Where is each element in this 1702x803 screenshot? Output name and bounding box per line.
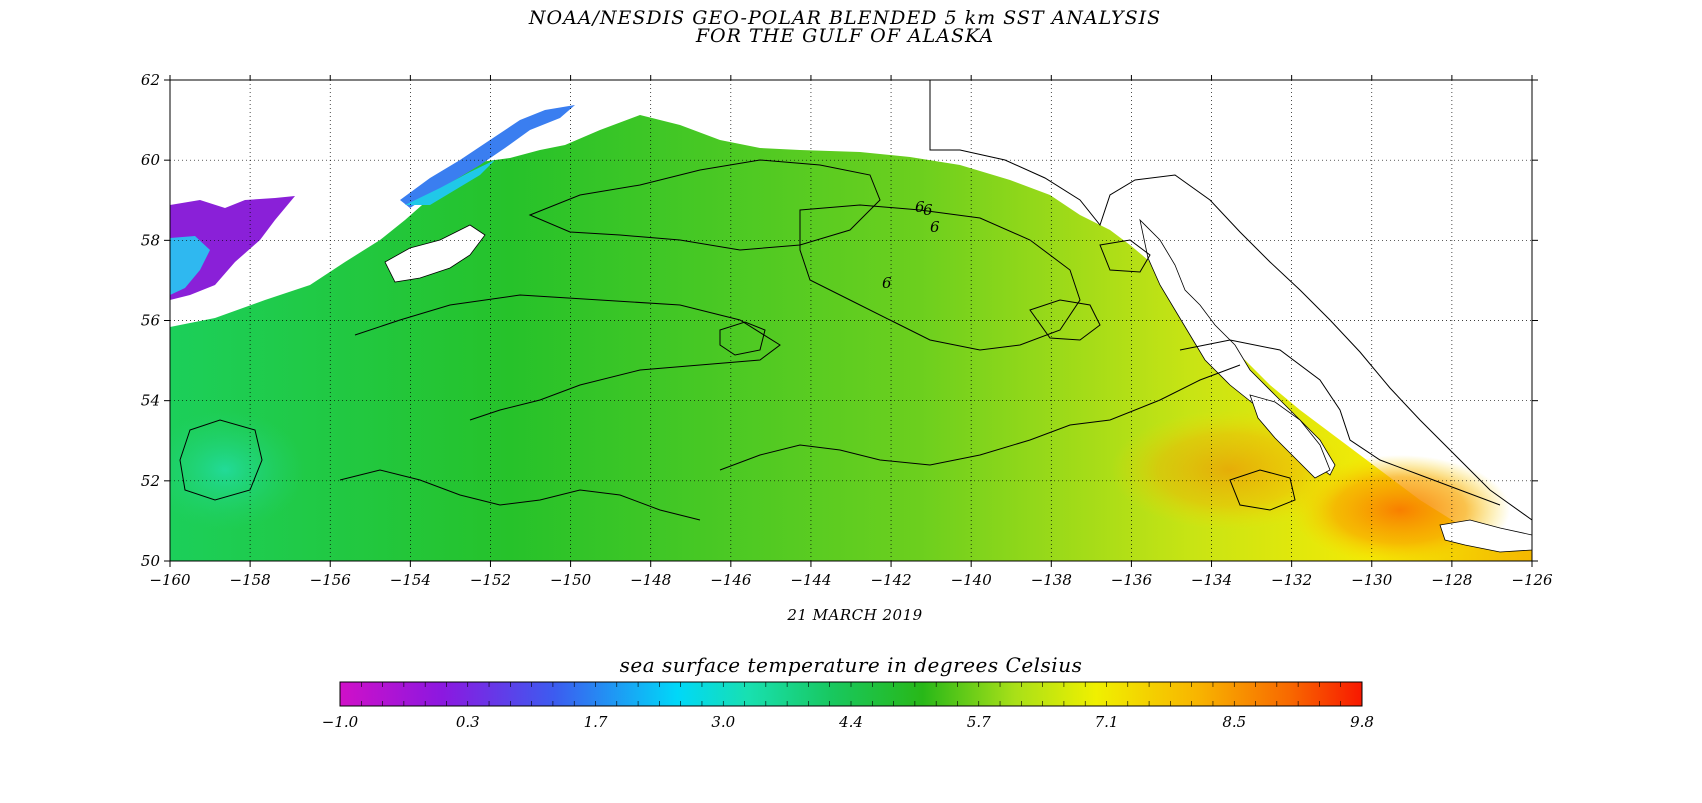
colorbar-tick-label: 9.8 [1350, 713, 1374, 731]
y-tick-label: 52 [141, 472, 160, 490]
bristol-bay-cyan [170, 236, 210, 295]
contour-labels: 6 6 6 6 [882, 198, 940, 292]
contour-label: 6 [923, 201, 933, 219]
x-tick-label: −144 [790, 571, 831, 589]
x-tick-label: −138 [1031, 571, 1072, 589]
colorbar-tick-label: −1.0 [322, 713, 359, 731]
cool-region [170, 410, 305, 530]
y-tick-label: 56 [141, 312, 161, 330]
x-tick-label: −136 [1111, 571, 1153, 589]
x-tick-label: −152 [470, 571, 511, 589]
x-tick-label: −150 [550, 571, 592, 589]
colorbar-title: sea surface temperature in degrees Celsi… [620, 653, 1083, 677]
isotherm-contours [179, 159, 1501, 521]
y-tick-label: 58 [141, 231, 160, 249]
contour-label: 6 [882, 274, 892, 292]
date-label: 21 MARCH 2019 [786, 606, 922, 624]
y-tick-label: 54 [141, 392, 160, 410]
colorbar-tick-label: 3.0 [711, 713, 735, 731]
x-tick-label: −148 [630, 571, 671, 589]
x-tick-label: −142 [870, 571, 911, 589]
gridlines [170, 80, 1532, 561]
colorbar-tick-label: 0.3 [456, 713, 480, 731]
colorbar-tick-label: 1.7 [584, 713, 608, 731]
colorbar-tick-label: 4.4 [838, 713, 863, 731]
x-tick-label: −158 [230, 571, 271, 589]
x-tick-label: −156 [310, 571, 352, 589]
title-line-1: NOAA/NESDIS GEO-POLAR BLENDED 5 km SST A… [528, 7, 1161, 29]
y-tick-label: 62 [141, 71, 160, 89]
cook-inlet-cold [400, 105, 575, 208]
x-tick-label: −128 [1431, 571, 1472, 589]
x-tick-label: −140 [951, 571, 993, 589]
colorbar-ticks: −1.0 0.3 1.7 3.0 4.4 5.7 7.1 8.5 9.8 [322, 682, 1374, 731]
x-tick-label: −146 [710, 571, 752, 589]
cook-inlet-cyan [405, 160, 495, 205]
colorbar-tick-label: 8.5 [1222, 713, 1246, 731]
y-tick-label: 50 [141, 552, 161, 570]
colorbar-tick-label: 7.1 [1095, 713, 1119, 731]
x-tick-label: −134 [1191, 571, 1232, 589]
x-axis-ticks: −160 −158 −156 −154 −152 −150 −148 −146 −144 −142… [149, 75, 1553, 589]
contour-label: 6 [915, 198, 925, 216]
colorbar-tick-label: 5.7 [967, 713, 991, 731]
x-tick-label: −132 [1271, 571, 1312, 589]
haida-gwaii [1249, 394, 1331, 479]
x-tick-label: −154 [390, 571, 431, 589]
x-tick-label: −130 [1351, 571, 1393, 589]
x-tick-label: −160 [149, 571, 191, 589]
bristol-bay-cold [170, 196, 295, 300]
y-axis-ticks: 50 52 54 56 58 60 62 [141, 71, 1538, 570]
map-panel [170, 80, 1532, 561]
y-tick-label: 60 [141, 151, 161, 169]
title-line-2: FOR THE GULF OF ALASKA [695, 25, 994, 47]
x-tick-label: −126 [1511, 571, 1553, 589]
kodiak-island [384, 224, 486, 283]
vancouver-island [1439, 519, 1532, 553]
contour-label: 6 [930, 218, 940, 236]
border-line [929, 80, 1533, 521]
